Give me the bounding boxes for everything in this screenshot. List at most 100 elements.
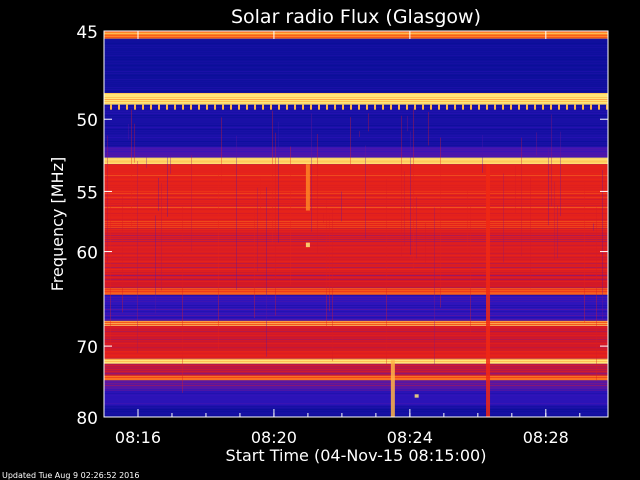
- calibration-pulse: [454, 104, 456, 110]
- texture-streak: [104, 141, 608, 142]
- speckle-column: [275, 132, 276, 316]
- speckle-column: [137, 161, 138, 353]
- texture-streak: [104, 263, 608, 264]
- speckle-column: [278, 121, 279, 243]
- texture-streak: [104, 275, 608, 276]
- speckle-column: [359, 131, 360, 137]
- texture-streak: [104, 281, 608, 282]
- speckle-column: [407, 115, 408, 132]
- texture-streak: [104, 89, 608, 90]
- texture-streak: [104, 299, 608, 300]
- calibration-pulse: [590, 104, 592, 110]
- calibration-pulse: [526, 104, 528, 110]
- texture-streak: [104, 221, 608, 222]
- texture-streak: [104, 119, 608, 120]
- calibration-pulse: [606, 104, 608, 110]
- speckle-column: [317, 134, 318, 254]
- calibration-pulse: [462, 104, 464, 110]
- calibration-pulse: [494, 104, 496, 110]
- updated-timestamp: Updated Tue Aug 9 02:26:52 2016: [2, 471, 139, 480]
- chart-title: Solar radio Flux (Glasgow): [231, 6, 481, 28]
- speckle-column: [467, 190, 468, 254]
- speckle-column: [440, 137, 441, 308]
- calibration-pulse: [534, 104, 536, 110]
- calibration-pulse: [190, 104, 192, 110]
- calibration-pulse: [358, 104, 360, 110]
- texture-streak: [104, 81, 608, 82]
- speckle-column: [554, 181, 555, 260]
- texture-streak: [104, 235, 608, 236]
- texture-streak: [104, 273, 608, 274]
- speckle-column: [515, 166, 516, 214]
- texture-streak: [104, 57, 608, 58]
- texture-streak: [104, 335, 608, 336]
- texture-streak: [104, 279, 608, 280]
- texture-streak: [104, 79, 608, 80]
- calibration-pulse: [262, 104, 264, 110]
- texture-streak: [104, 317, 608, 318]
- calibration-pulse: [390, 104, 392, 110]
- calibration-pulse: [206, 104, 208, 110]
- speckle-column: [221, 117, 222, 184]
- texture-streak: [104, 237, 608, 238]
- speckle-column: [548, 148, 549, 226]
- texture-streak: [104, 315, 608, 316]
- speckle-column: [425, 223, 426, 263]
- texture-streak: [104, 33, 608, 34]
- texture-streak: [104, 225, 608, 226]
- texture-streak: [104, 377, 608, 378]
- calibration-pulse: [574, 104, 576, 110]
- texture-streak: [104, 277, 608, 278]
- speckle-column: [218, 164, 219, 350]
- texture-streak: [104, 257, 608, 258]
- texture-streak: [104, 175, 608, 176]
- texture-streak: [104, 247, 608, 248]
- texture-streak: [104, 289, 608, 290]
- texture-streak: [104, 95, 608, 96]
- texture-streak: [104, 83, 608, 84]
- texture-streak: [104, 187, 608, 188]
- texture-streak: [104, 47, 608, 48]
- texture-streak: [104, 65, 608, 66]
- calibration-pulse: [478, 104, 480, 110]
- speckle-column: [560, 131, 561, 217]
- speckle-column: [365, 145, 366, 239]
- texture-streak: [104, 253, 608, 254]
- calibration-pulse: [470, 104, 472, 110]
- texture-streak: [104, 185, 608, 186]
- texture-streak: [104, 345, 608, 346]
- radio-burst: [390, 360, 395, 417]
- speckle-column: [386, 179, 387, 366]
- texture-streak: [104, 211, 608, 212]
- texture-streak: [104, 159, 608, 160]
- texture-streak: [104, 107, 608, 108]
- calibration-pulse: [318, 104, 320, 110]
- speckle-column: [110, 197, 111, 357]
- texture-streak: [104, 101, 608, 102]
- calibration-pulse: [302, 104, 304, 110]
- texture-streak: [104, 251, 608, 252]
- frequency-band: [104, 350, 608, 359]
- radio-burst: [486, 164, 491, 417]
- texture-streak: [104, 121, 608, 122]
- calibration-pulse: [246, 104, 248, 110]
- texture-streak: [104, 77, 608, 78]
- calibration-pulse: [214, 104, 216, 110]
- texture-streak: [104, 145, 608, 146]
- texture-streak: [104, 321, 608, 322]
- texture-streak: [104, 139, 608, 140]
- texture-streak: [104, 267, 608, 268]
- texture-streak: [104, 135, 608, 136]
- calibration-pulse: [566, 104, 568, 110]
- texture-streak: [104, 397, 608, 398]
- texture-streak: [104, 171, 608, 172]
- calibration-pulse: [238, 104, 240, 110]
- texture-streak: [104, 365, 608, 366]
- calibration-pulse: [278, 104, 280, 110]
- texture-streak: [104, 341, 608, 342]
- texture-streak: [104, 407, 608, 408]
- texture-streak: [104, 51, 608, 52]
- texture-streak: [104, 297, 608, 298]
- speckle-column: [503, 173, 504, 263]
- calibration-pulse: [558, 104, 560, 110]
